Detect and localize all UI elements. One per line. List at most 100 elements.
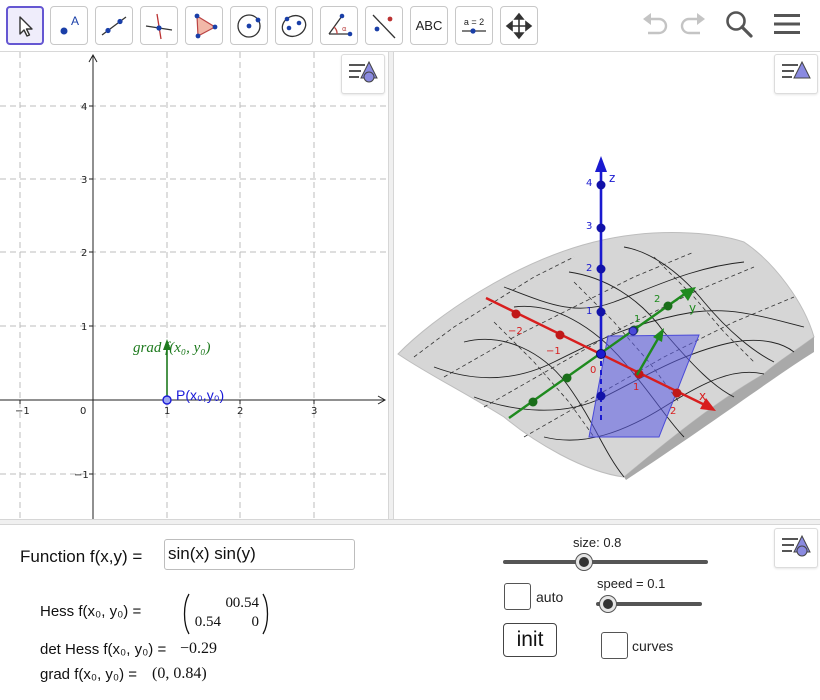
y-axis-tick-label: 1 xyxy=(634,314,640,325)
text-tool-button[interactable]: ABC xyxy=(410,6,448,45)
point-p-label: P(x₀,y₀) xyxy=(176,387,224,403)
function-input[interactable]: sin(x) sin(y) xyxy=(164,539,355,570)
origin-point-3d[interactable] xyxy=(596,349,606,359)
stylebar-icon xyxy=(780,60,812,88)
menu-button[interactable] xyxy=(770,8,804,44)
z-axis-tick-label: 3 xyxy=(586,221,592,232)
point-p[interactable] xyxy=(162,395,172,405)
size-slider-label: size: 0.8 xyxy=(573,535,622,550)
det-hessian-value: −0.29 xyxy=(180,640,218,657)
move-arrows-icon xyxy=(505,12,533,40)
angle-icon: α xyxy=(324,12,354,40)
stylebar-icon xyxy=(347,60,379,88)
det-hessian-label: det Hess f(x₀, y₀) = xyxy=(40,641,167,658)
polygon-tool-button[interactable] xyxy=(185,6,223,45)
hessian-cell: 0 xyxy=(251,614,260,630)
size-slider-track[interactable] xyxy=(503,560,708,564)
view-divider-horizontal[interactable] xyxy=(0,519,820,525)
redo-icon xyxy=(678,12,708,40)
search-button[interactable] xyxy=(722,8,756,44)
circle-icon xyxy=(234,12,264,40)
y-axis-tick-label: 2 xyxy=(654,294,660,305)
angle-tool-button[interactable]: α xyxy=(320,6,358,45)
z-axis-tick-label: 4 xyxy=(586,178,592,189)
view-divider-vertical[interactable] xyxy=(388,52,394,519)
axes-2d xyxy=(0,53,387,519)
toolbar: A α xyxy=(0,0,820,52)
hessian-cell: 0.54 xyxy=(232,595,259,611)
grid-2d xyxy=(0,52,388,519)
auto-checkbox[interactable] xyxy=(504,583,531,610)
stylebar-toggle-3d[interactable] xyxy=(774,54,818,94)
matrix-brackets xyxy=(183,593,269,635)
hessian-cell: 0 xyxy=(225,595,234,611)
x-axis-tick-label: 1 xyxy=(633,382,639,393)
ellipse-tool-button[interactable] xyxy=(275,6,313,45)
surface-shading xyxy=(624,337,814,480)
reflect-tool-button[interactable] xyxy=(365,6,403,45)
slider-icon xyxy=(460,27,488,35)
point-icon: A xyxy=(54,12,84,40)
hamburger-menu-icon xyxy=(773,12,801,40)
x-axis-tick-label: −2 xyxy=(508,326,523,337)
gradient-label: grad f(x₀, y₀) xyxy=(133,340,211,356)
y-tick-label: 4 xyxy=(81,102,87,113)
line-tool-button[interactable] xyxy=(95,6,133,45)
search-icon xyxy=(724,9,754,43)
x-tick-label: 3 xyxy=(311,406,317,417)
move-graphics-tool-button[interactable] xyxy=(500,6,538,45)
perpendicular-line-icon xyxy=(144,12,174,40)
x-tick-label: −1 xyxy=(15,406,30,417)
gradient-text-label: grad f(x₀, y₀) = xyxy=(40,666,138,683)
speed-slider-label: speed = 0.1 xyxy=(597,576,666,591)
text-icon: ABC xyxy=(415,18,443,33)
x-axis-label: x xyxy=(699,389,706,403)
z-axis-3d xyxy=(595,156,607,422)
y-axis-label: y xyxy=(689,301,696,315)
z-axis-tick-label: 1 xyxy=(586,306,592,317)
gradient-vector-3d[interactable] xyxy=(635,328,664,376)
graphics-3d-canvas[interactable]: −2 −1 0 1 2 x 1 2 y xyxy=(394,52,820,519)
y-tick-label: 1 xyxy=(81,322,87,333)
y-tick-label: 3 xyxy=(81,175,87,186)
x-tick-label: 2 xyxy=(237,406,243,417)
undo-button[interactable] xyxy=(638,8,672,44)
curves-checkbox[interactable] xyxy=(601,632,628,659)
hessian-matrix: 0 0.54 0.54 0 xyxy=(181,592,271,636)
undo-icon xyxy=(640,12,670,40)
y-tick-label: 2 xyxy=(81,248,87,259)
stylebar-toggle-algebra[interactable] xyxy=(774,528,818,568)
function-label: Function f(x,y) = xyxy=(20,547,143,566)
hessian-label: Hess f(x₀, y₀) = xyxy=(40,603,142,620)
perpendicular-tool-button[interactable] xyxy=(140,6,178,45)
size-slider-knob[interactable] xyxy=(576,554,592,570)
graphics-view-3d[interactable]: −2 −1 0 1 2 x 1 2 y xyxy=(394,52,820,519)
redo-button[interactable] xyxy=(676,8,710,44)
x-axis-tick-label: −1 xyxy=(546,346,561,357)
gradient-vector[interactable] xyxy=(163,339,171,400)
graphics-2d-canvas[interactable]: −1 0 1 2 3 4 3 2 1 −1 grad f(x₀, y₀) P(x… xyxy=(0,52,388,519)
move-tool-button[interactable] xyxy=(6,6,44,45)
curves-checkbox-label: curves xyxy=(632,638,674,654)
polygon-icon xyxy=(189,12,219,40)
graphics-view-2d[interactable]: −1 0 1 2 3 4 3 2 1 −1 grad f(x₀, y₀) P(x… xyxy=(0,52,388,519)
line-icon xyxy=(99,12,129,40)
z-axis-tick-label: 2 xyxy=(586,263,592,274)
point-tool-label: A xyxy=(71,14,79,28)
speed-slider-track[interactable] xyxy=(596,602,702,606)
init-button[interactable]: init xyxy=(503,623,557,657)
cursor-arrow-icon xyxy=(14,14,36,38)
slider-tool-button[interactable]: a = 2 xyxy=(455,6,493,45)
ellipse-icon xyxy=(279,12,309,40)
auto-checkbox-label: auto xyxy=(536,589,564,605)
gradient-value: (0, 0.84) xyxy=(152,665,207,682)
circle-tool-button[interactable] xyxy=(230,6,268,45)
x-axis-tick-label: 2 xyxy=(670,406,676,417)
stylebar-toggle-2d[interactable] xyxy=(341,54,385,94)
point-tool-button[interactable]: A xyxy=(50,6,88,45)
x-tick-label: 0 xyxy=(80,406,86,417)
speed-slider-knob[interactable] xyxy=(600,596,616,612)
x-tick-label: 1 xyxy=(164,406,170,417)
plane-point-3d[interactable] xyxy=(628,326,638,336)
